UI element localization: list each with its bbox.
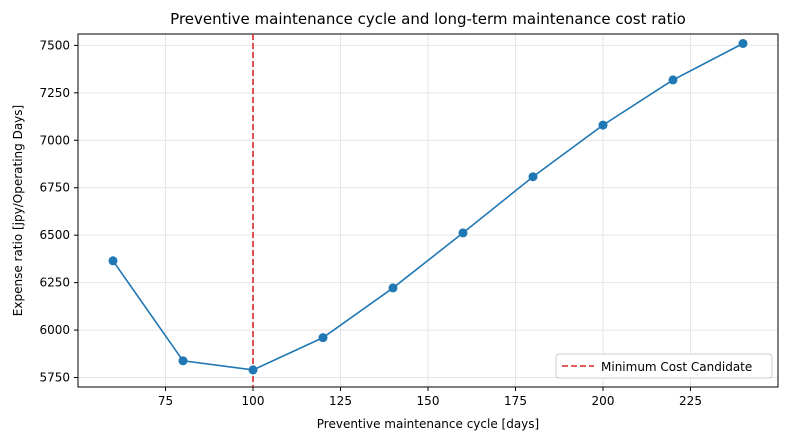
grid [78,34,778,387]
y-tick-label: 6750 [39,181,70,195]
y-axis: 5750 6000 6250 6500 6750 7000 7250 7500 [39,38,78,385]
series-line [112,42,744,371]
x-tick-label: 100 [242,394,265,408]
data-points [108,38,748,375]
legend-box [555,353,773,379]
data-point [318,333,328,343]
x-tick-label: 225 [679,394,702,408]
y-tick-label: 7250 [39,86,70,100]
data-point [668,75,678,85]
y-tick-label: 6500 [39,228,70,242]
x-axis-label: Preventive maintenance cycle [days] [317,417,539,431]
legend-label: Minimum Cost Candidate [601,360,752,374]
y-tick-label: 7500 [39,38,70,52]
x-tick-label: 150 [417,394,440,408]
x-axis: 75 100 125 150 175 200 225 [158,387,702,408]
y-tick-label: 6000 [39,323,70,337]
data-point [248,365,258,375]
data-point [178,356,188,366]
data-point [738,38,748,48]
data-point [458,228,468,238]
legend: Minimum Cost Candidate [555,353,773,379]
chart-title: Preventive maintenance cycle and long-te… [170,10,686,28]
x-tick-label: 175 [504,394,527,408]
y-tick-label: 6250 [39,276,70,290]
x-tick-label: 200 [592,394,615,408]
data-point [528,172,538,182]
data-point [388,283,398,293]
data-point [108,256,118,266]
data-point [598,120,608,130]
x-tick-label: 75 [158,394,173,408]
y-axis-label: Expense ratio [jpy/Operating Days] [11,105,25,316]
y-tick-label: 5750 [39,371,70,385]
x-tick-label: 125 [329,394,352,408]
y-tick-label: 7000 [39,133,70,147]
